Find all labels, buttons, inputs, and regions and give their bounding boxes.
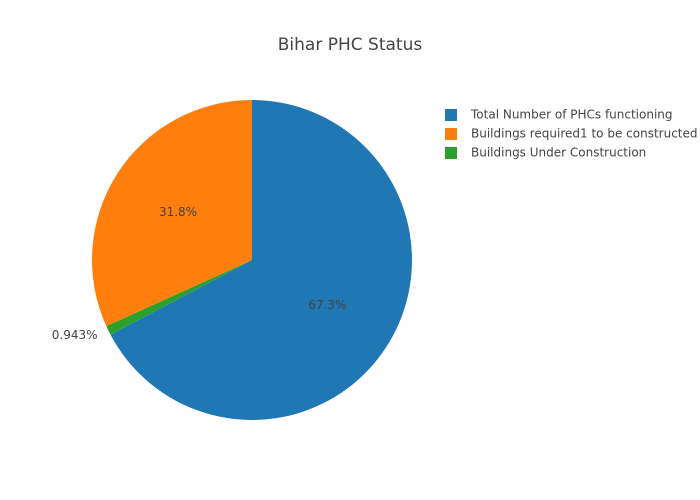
pie-slice — [110, 100, 413, 420]
data-label: 67.3% — [308, 298, 346, 312]
legend-swatch — [445, 128, 457, 140]
pie-slice — [91, 100, 252, 327]
legend-label: Buildings required1 to be constructed — [471, 127, 698, 141]
legend-label: Buildings Under Construction — [471, 146, 646, 160]
legend-swatch — [445, 147, 457, 159]
pie-slice — [106, 260, 252, 335]
legend-swatch — [445, 109, 457, 121]
data-label: 0.943% — [52, 328, 98, 342]
chart-title: Bihar PHC Status — [278, 35, 423, 55]
legend-label: Total Number of PHCs functioning — [470, 108, 673, 122]
data-label: 31.8% — [159, 205, 197, 219]
